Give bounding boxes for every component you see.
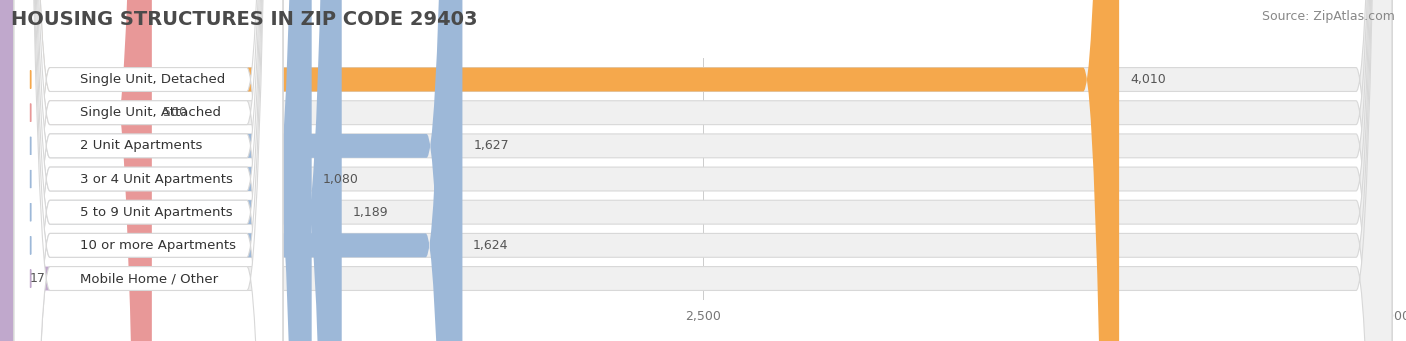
- Text: 500: 500: [163, 106, 187, 119]
- FancyBboxPatch shape: [14, 0, 342, 341]
- FancyBboxPatch shape: [14, 0, 312, 341]
- Text: 5 to 9 Unit Apartments: 5 to 9 Unit Apartments: [80, 206, 233, 219]
- FancyBboxPatch shape: [14, 0, 1392, 341]
- FancyBboxPatch shape: [14, 0, 283, 341]
- FancyBboxPatch shape: [14, 0, 1392, 341]
- FancyBboxPatch shape: [14, 0, 1392, 341]
- Text: 17: 17: [30, 272, 45, 285]
- Text: Single Unit, Detached: Single Unit, Detached: [80, 73, 225, 86]
- Text: 3 or 4 Unit Apartments: 3 or 4 Unit Apartments: [80, 173, 233, 186]
- FancyBboxPatch shape: [14, 0, 1119, 341]
- FancyBboxPatch shape: [14, 0, 152, 341]
- FancyBboxPatch shape: [14, 0, 283, 341]
- Text: Mobile Home / Other: Mobile Home / Other: [80, 272, 218, 285]
- Text: 1,189: 1,189: [353, 206, 388, 219]
- Text: 1,080: 1,080: [323, 173, 359, 186]
- Text: Single Unit, Attached: Single Unit, Attached: [80, 106, 221, 119]
- FancyBboxPatch shape: [14, 0, 283, 341]
- FancyBboxPatch shape: [0, 0, 49, 341]
- FancyBboxPatch shape: [14, 0, 283, 341]
- FancyBboxPatch shape: [14, 0, 1392, 341]
- Text: 1,627: 1,627: [474, 139, 509, 152]
- Text: 2 Unit Apartments: 2 Unit Apartments: [80, 139, 202, 152]
- Text: HOUSING STRUCTURES IN ZIP CODE 29403: HOUSING STRUCTURES IN ZIP CODE 29403: [11, 10, 478, 29]
- FancyBboxPatch shape: [14, 0, 283, 341]
- FancyBboxPatch shape: [14, 0, 461, 341]
- Text: 1,624: 1,624: [472, 239, 508, 252]
- Text: 4,010: 4,010: [1130, 73, 1166, 86]
- FancyBboxPatch shape: [14, 0, 1392, 341]
- FancyBboxPatch shape: [14, 0, 283, 341]
- Text: 10 or more Apartments: 10 or more Apartments: [80, 239, 236, 252]
- Text: Source: ZipAtlas.com: Source: ZipAtlas.com: [1261, 10, 1395, 23]
- FancyBboxPatch shape: [14, 0, 1392, 341]
- FancyBboxPatch shape: [14, 0, 463, 341]
- FancyBboxPatch shape: [14, 0, 1392, 341]
- FancyBboxPatch shape: [14, 0, 283, 341]
